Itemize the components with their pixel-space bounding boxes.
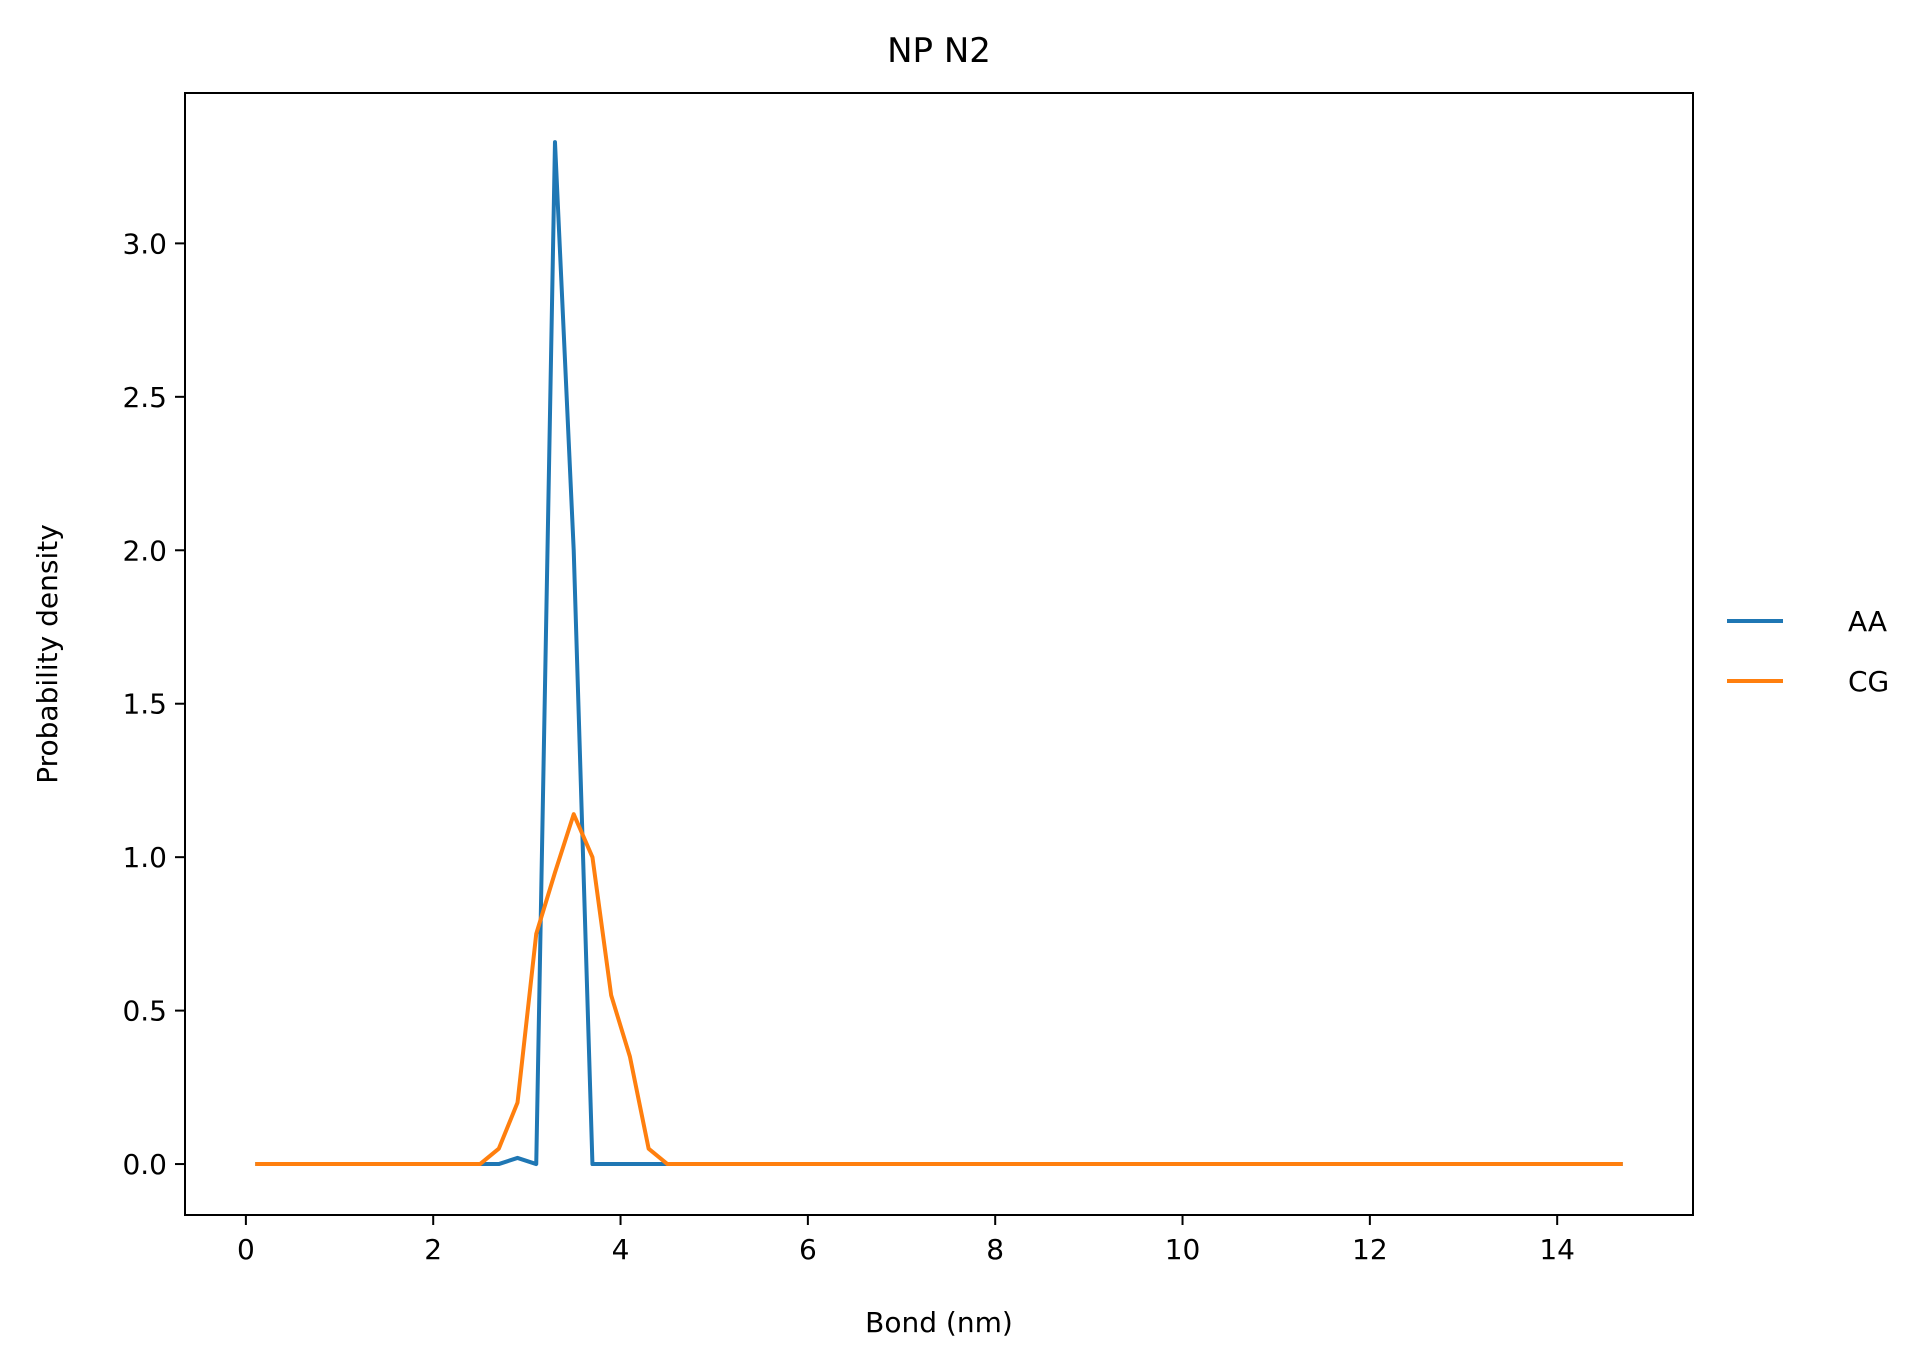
y-axis-label: Probability density bbox=[31, 524, 64, 784]
y-tick-label: 2.0 bbox=[122, 534, 167, 567]
legend-label-aa: AA bbox=[1848, 605, 1887, 638]
x-tick-label: 10 bbox=[1165, 1233, 1201, 1266]
x-tick-label: 0 bbox=[237, 1233, 255, 1266]
plot-area bbox=[185, 93, 1693, 1215]
y-tick-label: 0.0 bbox=[122, 1148, 167, 1181]
plot-frame bbox=[184, 92, 1694, 1216]
series-line-aa bbox=[255, 140, 1623, 1167]
series-layer bbox=[255, 140, 1623, 1167]
x-tick-label: 4 bbox=[612, 1233, 630, 1266]
x-axis-label: Bond (nm) bbox=[865, 1306, 1013, 1339]
y-axis: 0.0 0.5 1.0 1.5 2.0 2.5 3.0 bbox=[122, 227, 185, 1181]
x-tick-label: 14 bbox=[1539, 1233, 1575, 1266]
legend: AA CG bbox=[1727, 605, 1889, 698]
series-line-cg bbox=[255, 812, 1623, 1167]
x-tick-label: 2 bbox=[424, 1233, 442, 1266]
y-tick-label: 1.0 bbox=[122, 841, 167, 874]
x-tick-label: 8 bbox=[986, 1233, 1004, 1266]
x-tick-label: 12 bbox=[1352, 1233, 1388, 1266]
legend-label-cg: CG bbox=[1848, 665, 1889, 698]
x-axis: 0 2 4 6 8 10 12 14 bbox=[237, 1215, 1575, 1266]
chart-title: NP N2 bbox=[887, 31, 991, 71]
y-tick-label: 0.5 bbox=[122, 995, 167, 1028]
x-tick-label: 6 bbox=[799, 1233, 817, 1266]
y-tick-label: 2.5 bbox=[122, 381, 167, 414]
y-tick-label: 1.5 bbox=[122, 688, 167, 721]
y-tick-label: 3.0 bbox=[122, 227, 167, 260]
